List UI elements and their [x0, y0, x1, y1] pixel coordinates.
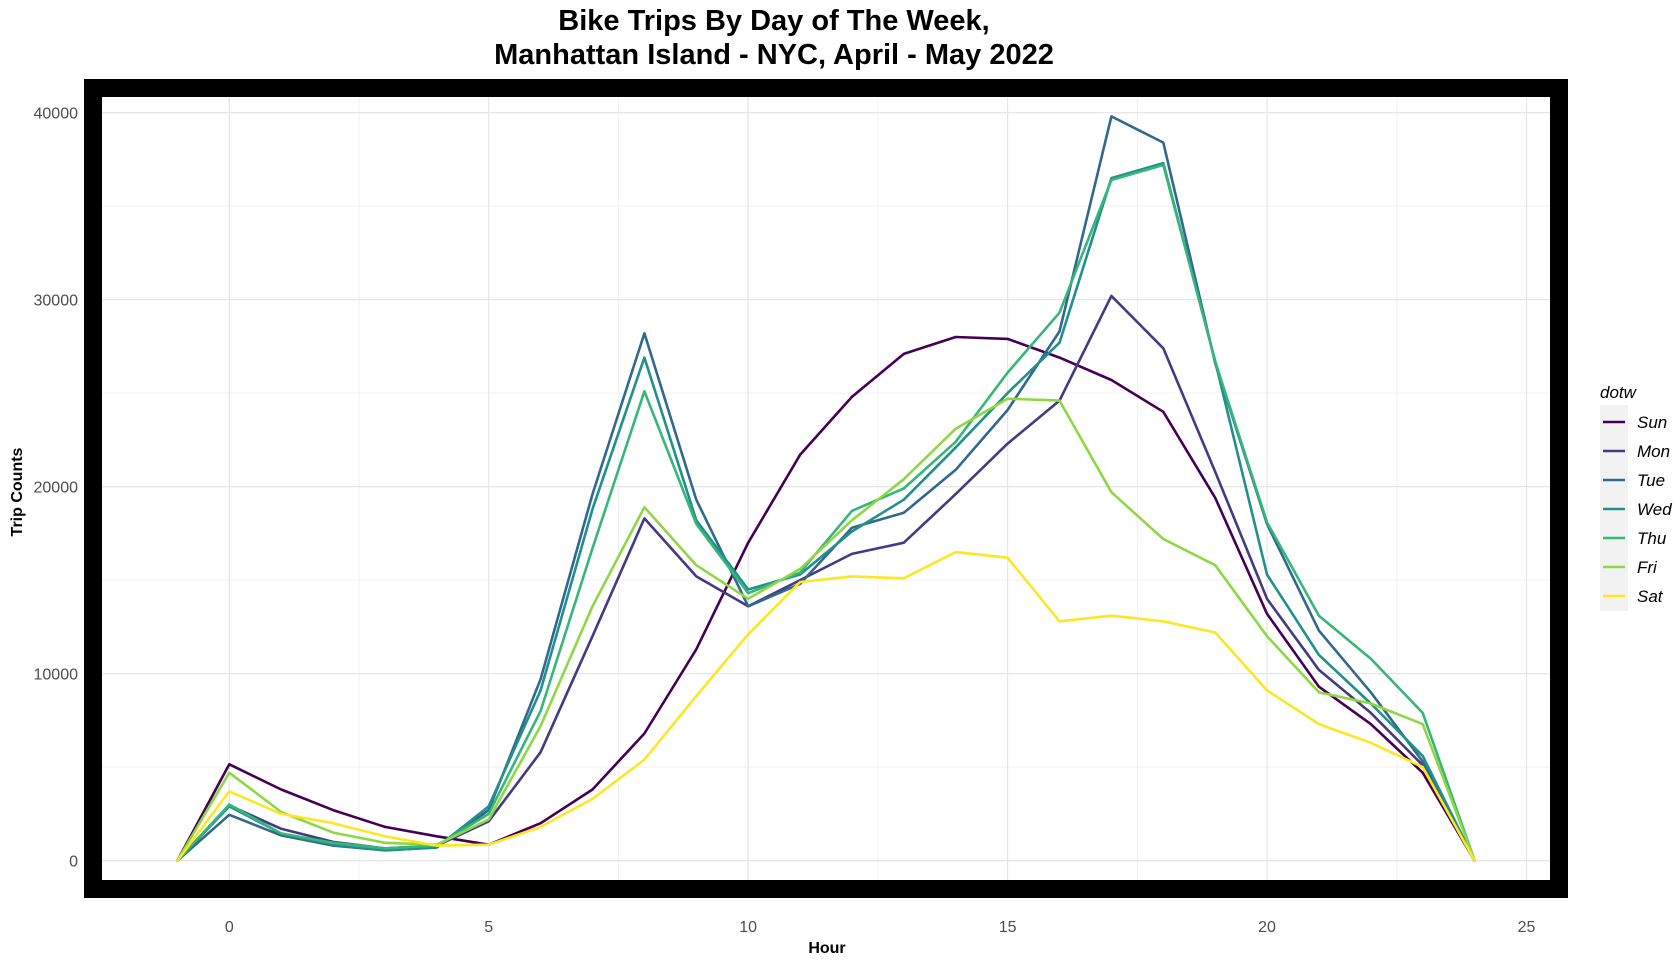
- legend-title: dotw: [1600, 383, 1638, 402]
- chart-title-line-2: Manhattan Island - NYC, April - May 2022: [494, 39, 1054, 71]
- legend-label-sat: Sat: [1637, 587, 1664, 606]
- plot-frame: [84, 79, 1568, 898]
- series-lines: [176, 115, 1476, 862]
- legend-label-fri: Fri: [1637, 558, 1658, 577]
- series-line-fri: [176, 397, 1476, 862]
- x-tick-label: 10: [739, 919, 757, 936]
- x-tick-label: 25: [1518, 919, 1536, 936]
- series-line-sun: [176, 335, 1476, 862]
- chart-title-line-1: Bike Trips By Day of The Week,: [558, 5, 989, 37]
- legend-items: Sun Mon Tue Wed Thu Fri Sat: [1603, 413, 1672, 606]
- x-tick-label: 0: [225, 919, 234, 936]
- x-axis-ticks: 0 5 10 15 20 25: [225, 919, 1536, 936]
- legend: dotw Sun Mon Tue Wed Thu Fri Sat: [1600, 383, 1672, 611]
- series-line-wed: [176, 161, 1476, 862]
- y-axis-label: Trip Counts: [9, 447, 26, 536]
- legend-label-thu: Thu: [1637, 529, 1667, 548]
- x-axis-label: Hour: [808, 940, 845, 957]
- series-line-sat: [176, 550, 1476, 862]
- legend-label-sun: Sun: [1637, 413, 1667, 432]
- gridlines: [84, 79, 1568, 898]
- y-tick-label: 30000: [34, 293, 79, 310]
- y-tick-label: 0: [69, 854, 78, 871]
- legend-label-tue: Tue: [1637, 471, 1665, 490]
- legend-label-mon: Mon: [1637, 442, 1670, 461]
- y-tick-label: 10000: [34, 667, 79, 684]
- x-tick-label: 5: [484, 919, 493, 936]
- legend-label-wed: Wed: [1637, 500, 1672, 519]
- y-axis-ticks: 0 10000 20000 30000 40000: [34, 106, 79, 871]
- y-tick-label: 20000: [34, 480, 79, 497]
- y-tick-label: 40000: [34, 106, 79, 123]
- x-tick-label: 15: [999, 919, 1017, 936]
- x-tick-label: 20: [1258, 919, 1276, 936]
- series-line-thu: [176, 163, 1476, 862]
